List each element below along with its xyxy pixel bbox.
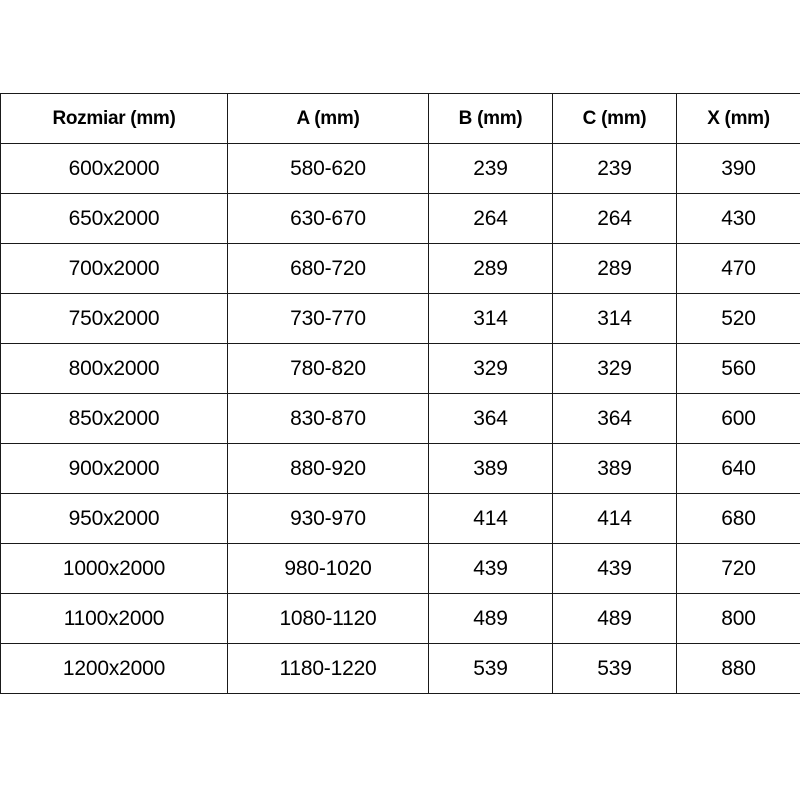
cell-b: 239	[428, 143, 553, 194]
table-row: 950x2000 930-970 414 414 680	[0, 493, 800, 544]
cell-a: 930-970	[227, 493, 429, 544]
column-header-x: X (mm)	[676, 93, 800, 144]
table-row: 800x2000 780-820 329 329 560	[0, 343, 800, 394]
cell-c: 264	[552, 193, 677, 244]
table-body: 600x2000 580-620 239 239 390 650x2000 630-670 2…	[0, 143, 800, 694]
cell-size: 650x2000	[0, 193, 228, 244]
table-row: 1200x2000 1180-1220 539 539 880	[0, 643, 800, 694]
column-header-c: C (mm)	[552, 93, 677, 144]
cell-x: 430	[676, 193, 800, 244]
cell-a: 680-720	[227, 243, 429, 294]
header-row: Rozmiar (mm) A (mm) B (mm) C (mm) X (mm)	[0, 93, 800, 144]
cell-size: 900x2000	[0, 443, 228, 494]
cell-b: 329	[428, 343, 553, 394]
table-row: 850x2000 830-870 364 364 600	[0, 393, 800, 444]
cell-size: 800x2000	[0, 343, 228, 394]
cell-c: 239	[552, 143, 677, 194]
cell-a: 580-620	[227, 143, 429, 194]
cell-a: 830-870	[227, 393, 429, 444]
cell-x: 880	[676, 643, 800, 694]
cell-c: 329	[552, 343, 677, 394]
cell-x: 520	[676, 293, 800, 344]
table-row: 700x2000 680-720 289 289 470	[0, 243, 800, 294]
cell-c: 364	[552, 393, 677, 444]
cell-size: 950x2000	[0, 493, 228, 544]
cell-size: 600x2000	[0, 143, 228, 194]
table-row: 750x2000 730-770 314 314 520	[0, 293, 800, 344]
table-row: 900x2000 880-920 389 389 640	[0, 443, 800, 494]
size-table: Rozmiar (mm) A (mm) B (mm) C (mm) X (mm) 600…	[0, 93, 800, 694]
cell-size: 850x2000	[0, 393, 228, 444]
cell-x: 720	[676, 543, 800, 594]
cell-c: 439	[552, 543, 677, 594]
cell-b: 414	[428, 493, 553, 544]
cell-x: 680	[676, 493, 800, 544]
table-row: 600x2000 580-620 239 239 390	[0, 143, 800, 194]
cell-b: 439	[428, 543, 553, 594]
cell-size: 700x2000	[0, 243, 228, 294]
cell-size: 1100x2000	[0, 593, 228, 644]
cell-c: 389	[552, 443, 677, 494]
table-row: 650x2000 630-670 264 264 430	[0, 193, 800, 244]
cell-c: 314	[552, 293, 677, 344]
cell-b: 364	[428, 393, 553, 444]
cell-a: 1180-1220	[227, 643, 429, 694]
cell-size: 1200x2000	[0, 643, 228, 694]
column-header-a: A (mm)	[227, 93, 429, 144]
column-header-b: B (mm)	[428, 93, 553, 144]
cell-b: 389	[428, 443, 553, 494]
cell-c: 414	[552, 493, 677, 544]
cell-a: 630-670	[227, 193, 429, 244]
cell-c: 489	[552, 593, 677, 644]
cell-c: 289	[552, 243, 677, 294]
table-row: 1000x2000 980-1020 439 439 720	[0, 543, 800, 594]
cell-b: 539	[428, 643, 553, 694]
cell-x: 800	[676, 593, 800, 644]
cell-b: 264	[428, 193, 553, 244]
table-header: Rozmiar (mm) A (mm) B (mm) C (mm) X (mm)	[0, 93, 800, 144]
cell-b: 314	[428, 293, 553, 344]
cell-b: 489	[428, 593, 553, 644]
cell-x: 390	[676, 143, 800, 194]
cell-b: 289	[428, 243, 553, 294]
cell-c: 539	[552, 643, 677, 694]
cell-size: 750x2000	[0, 293, 228, 344]
column-header-size: Rozmiar (mm)	[0, 93, 228, 144]
cell-a: 780-820	[227, 343, 429, 394]
cell-a: 1080-1120	[227, 593, 429, 644]
cell-x: 560	[676, 343, 800, 394]
table-row: 1100x2000 1080-1120 489 489 800	[0, 593, 800, 644]
cell-size: 1000x2000	[0, 543, 228, 594]
cell-x: 470	[676, 243, 800, 294]
cell-a: 980-1020	[227, 543, 429, 594]
cell-x: 600	[676, 393, 800, 444]
cell-a: 880-920	[227, 443, 429, 494]
cell-x: 640	[676, 443, 800, 494]
cell-a: 730-770	[227, 293, 429, 344]
